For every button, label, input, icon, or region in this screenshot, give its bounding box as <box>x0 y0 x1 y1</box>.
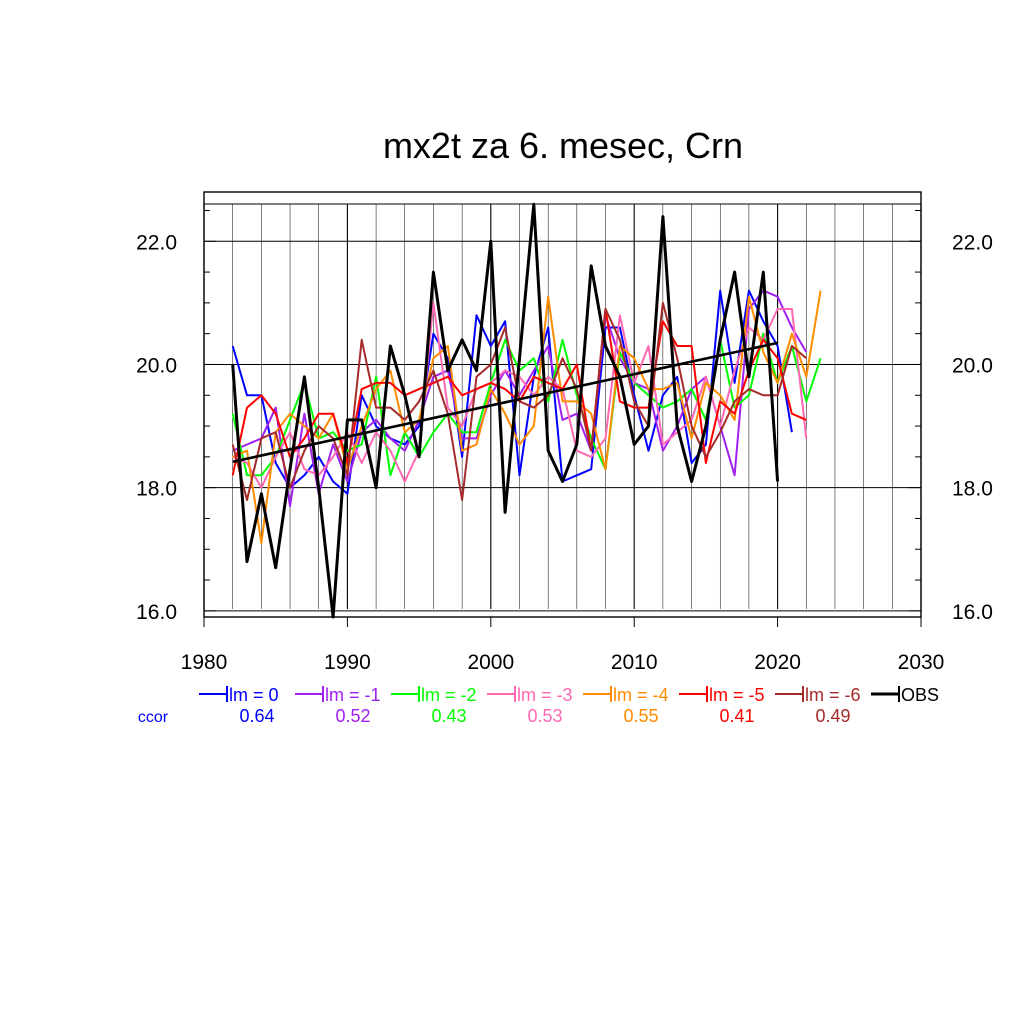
legend-ccor-6: 0.49 <box>815 706 850 726</box>
legend-ccor-4: 0.55 <box>623 706 658 726</box>
x-tick-label: 1990 <box>324 651 371 674</box>
y-tick-label-right: 18.0 <box>952 478 993 501</box>
legend-label-5: lm = -5 <box>709 685 765 705</box>
chart-title: mx2t za 6. mesec, Crn <box>383 125 743 166</box>
y-tick-label-right: 22.0 <box>952 231 993 254</box>
trend-line <box>232 341 778 464</box>
axis-ticks <box>203 209 922 627</box>
y-tick-label-left: 20.0 <box>136 354 177 377</box>
legend-label-1: lm = -1 <box>325 685 381 705</box>
x-tick-label: 2010 <box>611 651 658 674</box>
series-line-4 <box>232 290 822 545</box>
series-line-6 <box>231 301 807 501</box>
legend-label-2: lm = -2 <box>421 685 477 705</box>
y-tick-label-left: 16.0 <box>136 601 177 624</box>
y-tick-label-right: 20.0 <box>952 354 993 377</box>
series-line-2 <box>231 332 822 477</box>
ccor-label: ccor <box>138 709 169 726</box>
series-lines <box>231 202 822 619</box>
x-tick-label: 2030 <box>898 651 945 674</box>
legend-label-4: lm = -4 <box>613 685 669 705</box>
legend-ccor-3: 0.53 <box>527 706 562 726</box>
y-tick-label-right: 16.0 <box>952 601 993 624</box>
legend-ccor-5: 0.41 <box>719 706 754 726</box>
legend-label-6: lm = -6 <box>805 685 861 705</box>
legend-ccor-1: 0.52 <box>335 706 370 726</box>
y-tick-label-left: 18.0 <box>136 478 177 501</box>
legend-ccor-2: 0.43 <box>431 706 466 726</box>
legend-label-0: lm = 0 <box>229 685 279 705</box>
y-tick-label-left: 22.0 <box>136 231 177 254</box>
x-tick-label: 2020 <box>754 651 801 674</box>
x-tick-label: 1980 <box>181 651 228 674</box>
series-line-7 <box>231 202 780 619</box>
legend-ccor-0: 0.64 <box>239 706 274 726</box>
x-tick-label: 2000 <box>467 651 514 674</box>
plot-frame <box>203 191 922 618</box>
legend-label-7: OBS <box>901 685 939 705</box>
trend-line-group <box>232 341 778 464</box>
legend-label-3: lm = -3 <box>517 685 573 705</box>
tick-labels: 1980 1990 2000 2010 2020 2030 16.0 16.0 18.0 18.0… <box>136 231 993 674</box>
